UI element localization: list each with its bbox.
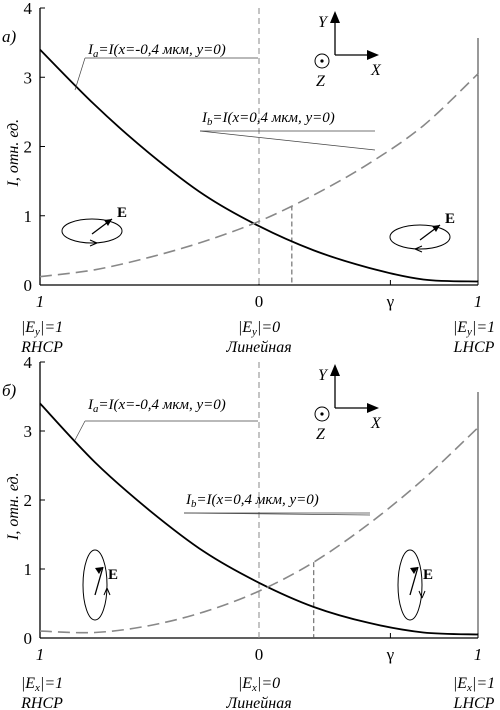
e-vector-label: E: [445, 211, 455, 227]
axes-icon-x-label: X: [370, 415, 382, 432]
series-label-1: Ia=I(x=-0,4 мкм, y=0): [87, 397, 226, 415]
arrow-up-icon: [330, 364, 340, 376]
ellipse-outline: [389, 224, 451, 250]
x-tick-label: γ: [386, 645, 395, 664]
y-tick-label: 2: [24, 138, 33, 157]
series-line-1: [39, 402, 479, 636]
x-tick-label: 1: [36, 292, 45, 311]
y-tick-label: 0: [24, 629, 33, 648]
e-vector-arrow-icon: [104, 219, 112, 226]
y-tick-label: 4: [24, 353, 33, 372]
polarization-ellipse-icon: E: [397, 549, 433, 621]
z-axis-dot-icon: [320, 412, 324, 416]
arrow-up-icon: [330, 11, 340, 23]
axes-icon-y-label: Y: [318, 14, 329, 31]
series-label-2: Ib=I(x=0,4 мкм, y=0): [201, 110, 335, 128]
e-vector-line: [409, 566, 419, 596]
x-tick-label: γ: [386, 292, 395, 311]
polarization-ellipse-icon: E: [389, 211, 455, 253]
bottom-label-left-top: |Eу|=1: [21, 319, 63, 338]
annotation-leader: [74, 57, 86, 91]
polarization-ellipse-icon: E: [82, 549, 118, 621]
y-tick-label: 1: [24, 207, 33, 226]
axes-icon-z-label: Z: [316, 426, 326, 443]
series-line-2: [39, 73, 479, 278]
y-tick-label: 1: [24, 560, 33, 579]
y-axis-label: I, отн. ед.: [5, 119, 22, 188]
bottom-label-right-bottom: LHCP: [453, 695, 495, 710]
x-tick-label: 0: [255, 292, 264, 311]
bottom-label-left-bottom: RHCP: [20, 695, 63, 710]
bottom-label-center-top: |Ex|=0: [238, 675, 280, 694]
annotation-leader: [183, 512, 371, 516]
y-tick-label: 2: [24, 491, 33, 510]
series-line-2: [39, 427, 479, 634]
arrow-right-icon: [367, 403, 379, 413]
x-tick-label: 0: [255, 645, 264, 664]
y-tick-label: 4: [24, 0, 33, 18]
e-vector-line: [94, 566, 104, 596]
annotation-leader: [74, 420, 86, 441]
z-axis-circle-icon: [314, 53, 330, 69]
x-tick-label: 1: [36, 645, 45, 664]
axes-icon-z-label: Z: [316, 73, 326, 90]
ellipse-outline: [397, 549, 423, 621]
axes-icon: Y X Z: [314, 11, 382, 90]
y-tick-label: 3: [24, 422, 33, 441]
ellipse-outline: [61, 218, 123, 244]
z-axis-circle-icon: [314, 406, 330, 422]
axes-icon: Y X Z: [314, 364, 382, 443]
panel-label: а): [2, 27, 17, 46]
rotation-arrow-icon: [418, 590, 426, 599]
e-vector-arrow-icon: [410, 567, 418, 574]
bottom-label-right-bottom: LHCP: [453, 339, 495, 356]
bottom-label-center-top: |Eу|=0: [238, 319, 280, 338]
x-tick-label: 1: [474, 645, 483, 664]
e-vector-label: E: [108, 567, 118, 583]
y-tick-label: 3: [24, 68, 33, 87]
y-tick-label: 0: [24, 276, 33, 295]
polarization-ellipse-icon: E: [61, 205, 127, 247]
bottom-label-left-bottom: RHCP: [20, 339, 63, 356]
bottom-label-center-bottom: Линейная: [225, 339, 291, 356]
x-tick-label: 1: [474, 292, 483, 311]
series-label-2: Ib=I(x=0,4 мкм, y=0): [185, 492, 319, 510]
e-vector-arrow-icon: [95, 567, 103, 574]
rotation-arrow-icon: [103, 587, 111, 596]
rotation-arrow-icon: [414, 245, 423, 253]
bottom-label-left-top: |Ex|=1: [21, 675, 63, 694]
series-line-1: [39, 48, 479, 283]
series-label-1: Ia=I(x=-0,4 мкм, y=0): [87, 42, 226, 60]
axes-icon-y-label: Y: [318, 367, 329, 384]
rotation-arrow-icon: [89, 239, 98, 247]
arrow-right-icon: [367, 50, 379, 60]
axes-icon-x-label: X: [370, 62, 382, 79]
annotation-leader: [199, 130, 376, 151]
ellipse-outline: [82, 549, 108, 621]
e-vector-label: E: [423, 567, 433, 583]
z-axis-dot-icon: [320, 59, 324, 63]
e-vector-arrow-icon: [432, 225, 440, 232]
bottom-label-center-bottom: Линейная: [225, 695, 291, 710]
panel-label: б): [2, 381, 17, 400]
y-axis-label: I, отн. ед.: [5, 472, 22, 541]
bottom-label-right-top: |Ex|=1: [453, 675, 495, 694]
e-vector-label: E: [117, 205, 127, 221]
bottom-label-right-top: |Eу|=1: [453, 319, 495, 338]
